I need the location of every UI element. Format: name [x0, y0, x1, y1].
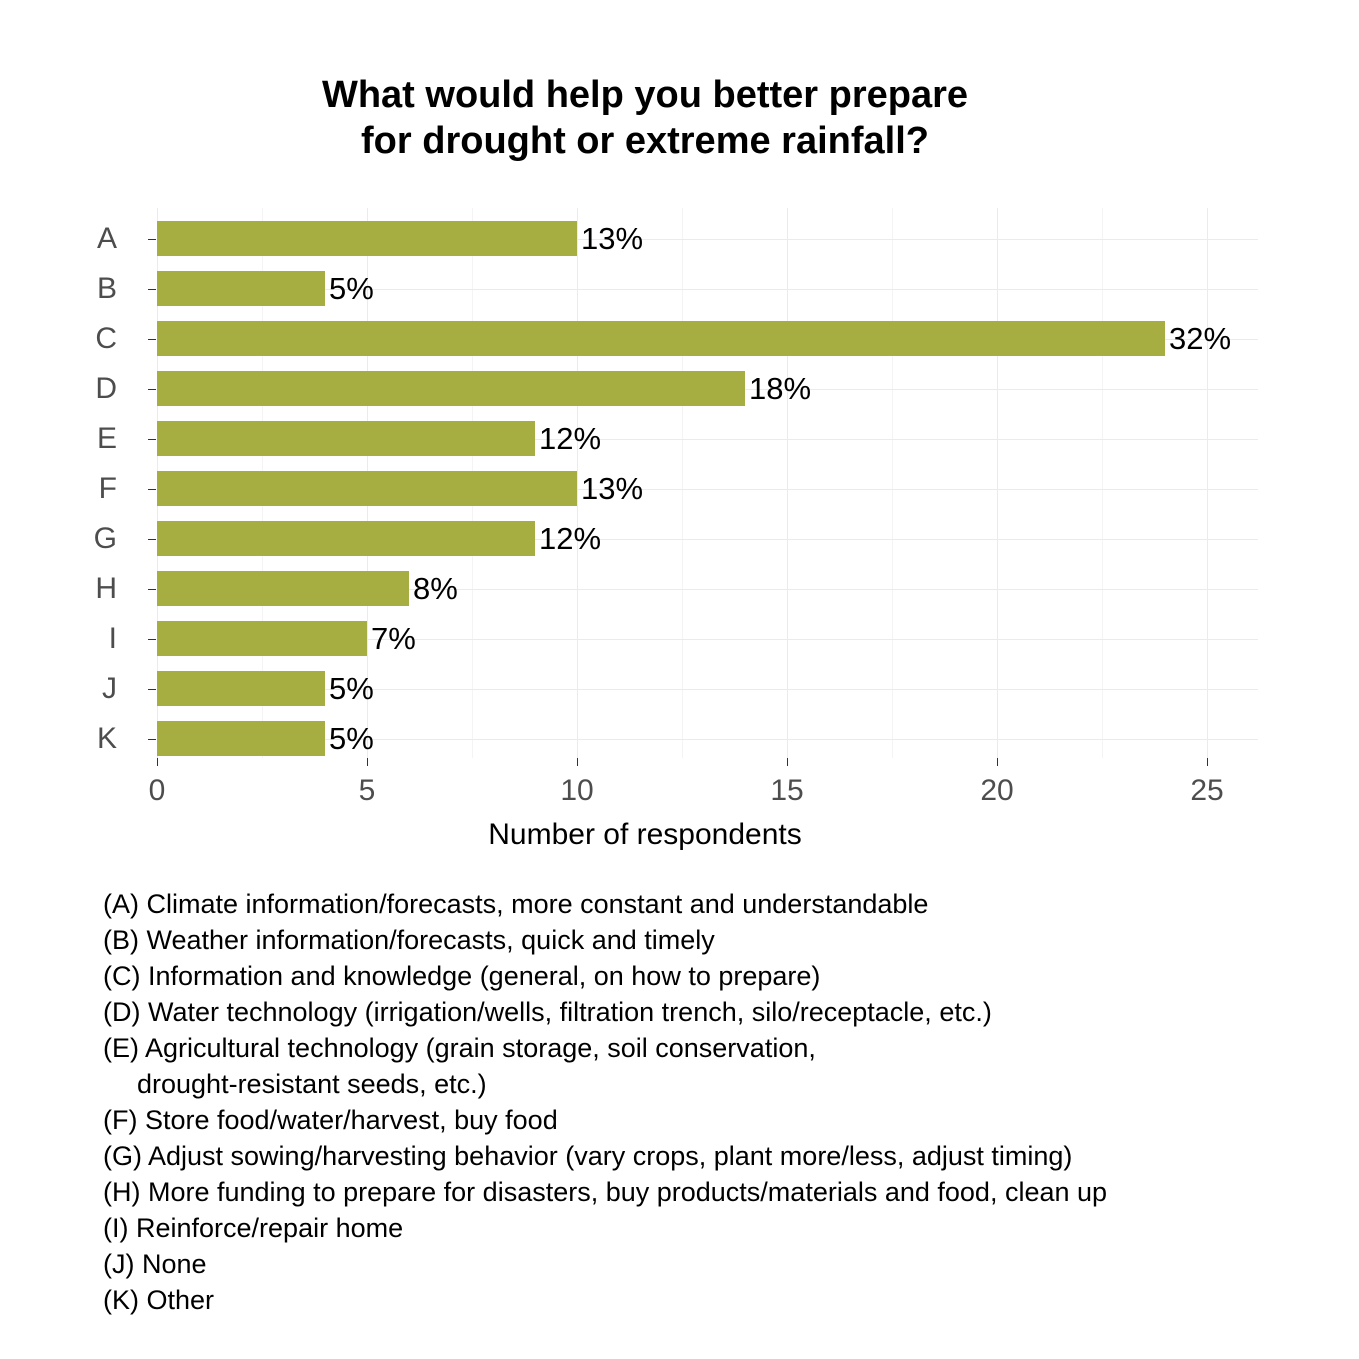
x-tick-mark	[367, 758, 368, 766]
gridline-major-vertical	[577, 208, 578, 758]
legend-line: (H) More funding to prepare for disaster…	[103, 1177, 1108, 1207]
bar-h	[157, 571, 409, 606]
bar-c	[157, 321, 1165, 356]
x-axis-title: Number of respondents	[488, 818, 802, 851]
x-tick-label-0: 0	[148, 774, 166, 807]
y-tick-label-i: I	[108, 622, 117, 655]
gridline-major-vertical	[997, 208, 998, 758]
chart-legend-key: (A) Climate information/forecasts, more …	[103, 886, 1343, 1318]
legend-line: drought-resistant seeds, etc.)	[137, 1069, 487, 1099]
x-tick-label-25: 25	[1190, 774, 1224, 807]
gridline-minor-vertical	[892, 208, 893, 758]
legend-line: (B) Weather information/forecasts, quick…	[103, 925, 715, 955]
gridline-horizontal	[157, 738, 1258, 740]
gridline-horizontal	[157, 438, 1258, 440]
chart-title: What would help you better prepare for d…	[321, 74, 969, 162]
bar-value-label-f: 13%	[581, 471, 644, 506]
y-tick-label-f: F	[98, 472, 117, 505]
bar-f	[157, 471, 577, 506]
bar-value-label-j: 5%	[329, 671, 374, 706]
y-tick-mark	[148, 638, 156, 640]
legend-line: (D) Water technology (irrigation/wells, …	[103, 997, 992, 1027]
legend-line: (K) Other	[103, 1285, 215, 1315]
bar-value-label-b: 5%	[329, 271, 374, 306]
bar-i	[157, 621, 367, 656]
bar-value-label-c: 32%	[1169, 321, 1232, 356]
gridline-minor-vertical	[1102, 208, 1103, 758]
x-tick-label-10: 10	[560, 774, 594, 807]
gridline-horizontal	[157, 638, 1258, 640]
legend-line: (G) Adjust sowing/harvesting behavior (v…	[103, 1141, 1073, 1171]
bar-k	[157, 721, 325, 756]
x-tick-mark	[577, 758, 578, 766]
y-tick-mark	[148, 438, 156, 440]
bar-value-label-a: 13%	[581, 221, 644, 256]
bar-b	[157, 271, 325, 306]
gridline-horizontal	[157, 688, 1258, 690]
y-tick-mark	[148, 238, 156, 240]
y-tick-mark	[148, 738, 156, 740]
x-tick-mark	[157, 758, 158, 766]
legend-line: (E) Agricultural technology (grain stora…	[103, 1033, 816, 1063]
y-tick-mark	[148, 488, 156, 490]
bar-j	[157, 671, 325, 706]
bar-e	[157, 421, 535, 456]
y-tick-mark	[148, 588, 156, 590]
y-tick-label-e: E	[96, 422, 117, 455]
x-tick-mark	[1207, 758, 1208, 766]
y-tick-label-k: K	[96, 722, 117, 755]
x-tick-label-5: 5	[358, 774, 376, 807]
y-tick-mark	[148, 338, 156, 340]
y-tick-label-g: G	[93, 522, 117, 555]
y-tick-label-d: D	[95, 372, 117, 405]
gridline-horizontal	[157, 288, 1258, 290]
y-tick-label-c: C	[95, 322, 117, 355]
y-tick-mark	[148, 388, 156, 390]
y-tick-mark	[148, 538, 156, 540]
gridline-major-vertical	[1207, 208, 1208, 758]
gridline-horizontal	[157, 238, 1258, 240]
gridline-major-vertical	[787, 208, 788, 758]
x-tick-mark	[787, 758, 788, 766]
bar-a	[157, 221, 577, 256]
gridline-horizontal	[157, 588, 1258, 590]
x-tick-label-20: 20	[980, 774, 1014, 807]
y-tick-label-h: H	[95, 572, 117, 605]
x-tick-label-15: 15	[770, 774, 804, 807]
bar-value-label-d: 18%	[749, 371, 812, 406]
bar-value-label-h: 8%	[413, 571, 458, 606]
bar-value-label-e: 12%	[539, 421, 602, 456]
gridline-horizontal	[157, 488, 1258, 490]
y-tick-label-j: J	[102, 672, 117, 705]
bar-value-label-i: 7%	[371, 621, 416, 656]
bar-g	[157, 521, 535, 556]
legend-line: (C) Information and knowledge (general, …	[103, 961, 821, 991]
y-tick-mark	[148, 288, 156, 290]
y-tick-mark	[148, 688, 156, 690]
bar-value-label-g: 12%	[539, 521, 602, 556]
gridline-minor-vertical	[682, 208, 683, 758]
bar-value-label-k: 5%	[329, 721, 374, 756]
legend-line: (A) Climate information/forecasts, more …	[103, 889, 929, 919]
x-tick-mark	[997, 758, 998, 766]
legend-line: (I) Reinforce/repair home	[103, 1213, 404, 1243]
gridline-horizontal	[157, 538, 1258, 540]
y-tick-label-b: B	[96, 272, 117, 305]
legend-line: (F) Store food/water/harvest, buy food	[103, 1105, 558, 1135]
y-tick-label-a: A	[96, 222, 117, 255]
legend-line: (J) None	[103, 1249, 207, 1279]
bar-d	[157, 371, 745, 406]
